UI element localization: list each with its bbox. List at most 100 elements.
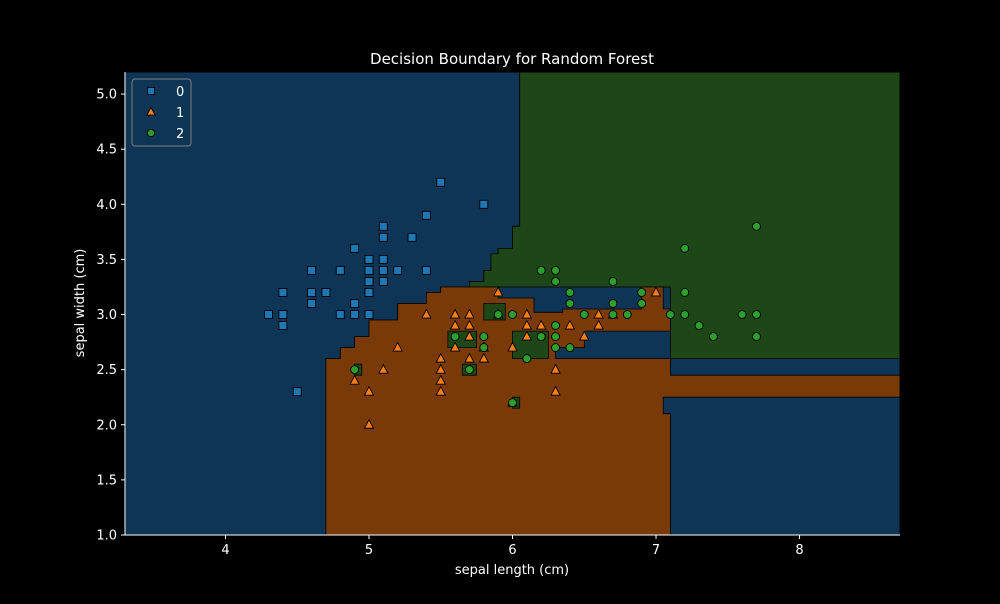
point-class-0	[350, 310, 360, 319]
point-class-0	[378, 265, 388, 275]
point-class-0	[479, 199, 489, 209]
point-class-0	[364, 288, 374, 297]
point-class-1	[449, 319, 461, 330]
point-class-2	[637, 288, 647, 297]
point-class-2	[708, 332, 718, 342]
point-class-2	[551, 343, 561, 353]
point-class-2	[752, 310, 761, 319]
point-class-0	[278, 288, 288, 297]
x-tick-label: 4	[221, 543, 229, 558]
point-class-1	[464, 330, 475, 341]
point-class-2	[464, 365, 474, 375]
point-class-1	[363, 385, 375, 396]
x-tick-label: 7	[652, 543, 660, 558]
point-class-2	[608, 299, 618, 308]
point-class-2	[579, 310, 589, 319]
legend-marker-1	[146, 106, 156, 116]
point-class-0	[278, 321, 288, 330]
point-class-2	[508, 398, 517, 408]
point-class-1	[435, 374, 446, 385]
point-class-0	[364, 254, 374, 264]
y-tick-label: 4.0	[96, 198, 117, 213]
point-class-0	[335, 265, 345, 275]
point-class-1	[550, 363, 561, 374]
point-class-0	[307, 288, 317, 297]
point-class-0	[307, 299, 317, 308]
point-class-2	[608, 277, 618, 286]
x-tick-label: 8	[795, 543, 803, 558]
point-class-0	[350, 243, 360, 253]
legend-label: 0	[176, 85, 184, 100]
legend-label: 1	[176, 106, 184, 121]
point-class-1	[449, 308, 461, 319]
point-class-2	[551, 332, 561, 342]
y-tick-label: 3.0	[96, 308, 117, 323]
point-class-1	[593, 319, 604, 330]
point-class-1	[464, 308, 475, 319]
point-class-2	[680, 243, 690, 253]
point-class-0	[436, 177, 446, 187]
y-axis: 1.0 1.5 2.0 2.5 3.0 3.5 4.0 4.5 5.0	[96, 72, 126, 544]
legend: 0 1 2	[131, 78, 192, 147]
legend-marker-2	[146, 128, 156, 138]
x-axis-label: sepal length (cm)	[455, 563, 569, 578]
point-class-0	[421, 265, 431, 275]
point-class-2	[551, 321, 561, 330]
region-class-1	[325, 286, 900, 535]
point-class-1	[579, 330, 590, 341]
point-class-0	[364, 310, 374, 319]
y-tick-label: 1.5	[96, 473, 117, 488]
point-class-0	[364, 277, 374, 286]
x-axis: 4 5 6 7 8	[125, 534, 900, 558]
legend-box	[131, 78, 192, 147]
point-class-2	[508, 310, 517, 319]
point-class-1	[492, 286, 504, 297]
legend-marker-0	[146, 86, 156, 96]
point-class-1	[521, 308, 533, 319]
point-class-1	[593, 308, 604, 319]
point-class-0	[378, 254, 388, 264]
point-class-2	[608, 310, 618, 319]
point-class-2	[680, 288, 690, 297]
point-class-2	[350, 365, 360, 375]
point-class-2	[551, 265, 561, 275]
decision-regions	[125, 72, 900, 535]
point-class-2	[565, 299, 575, 308]
point-class-1	[378, 363, 389, 374]
point-class-0	[378, 221, 388, 231]
point-class-1	[435, 385, 446, 396]
point-class-2	[450, 332, 460, 342]
point-class-2	[752, 332, 761, 342]
region-class-2	[468, 72, 900, 360]
point-class-1	[449, 341, 461, 352]
point-class-2	[536, 332, 546, 342]
point-class-0	[378, 232, 388, 242]
point-class-2	[665, 310, 675, 319]
point-class-0	[350, 299, 360, 308]
point-class-2	[551, 277, 561, 286]
y-tick-label: 1.0	[96, 529, 117, 544]
point-class-2	[637, 299, 647, 308]
point-class-2	[536, 265, 546, 275]
point-class-1	[349, 374, 360, 385]
point-class-2	[493, 310, 503, 319]
point-class-0	[393, 265, 403, 275]
point-class-1	[435, 352, 446, 363]
point-class-1	[550, 385, 561, 396]
point-class-1	[521, 330, 533, 341]
y-tick-label: 3.5	[96, 253, 117, 268]
plot-area	[124, 71, 901, 536]
point-class-0	[364, 265, 374, 275]
y-tick-label: 4.5	[96, 143, 117, 158]
point-class-0	[421, 210, 431, 220]
chart-title: Decision Boundary for Random Forest	[370, 50, 654, 68]
point-class-0	[321, 288, 331, 297]
point-class-0	[335, 310, 345, 319]
point-class-2	[694, 321, 704, 330]
point-class-2	[622, 310, 632, 319]
point-class-0	[292, 387, 302, 397]
point-class-1	[478, 352, 490, 363]
x-tick-label: 6	[508, 543, 516, 558]
point-class-0	[407, 232, 417, 242]
